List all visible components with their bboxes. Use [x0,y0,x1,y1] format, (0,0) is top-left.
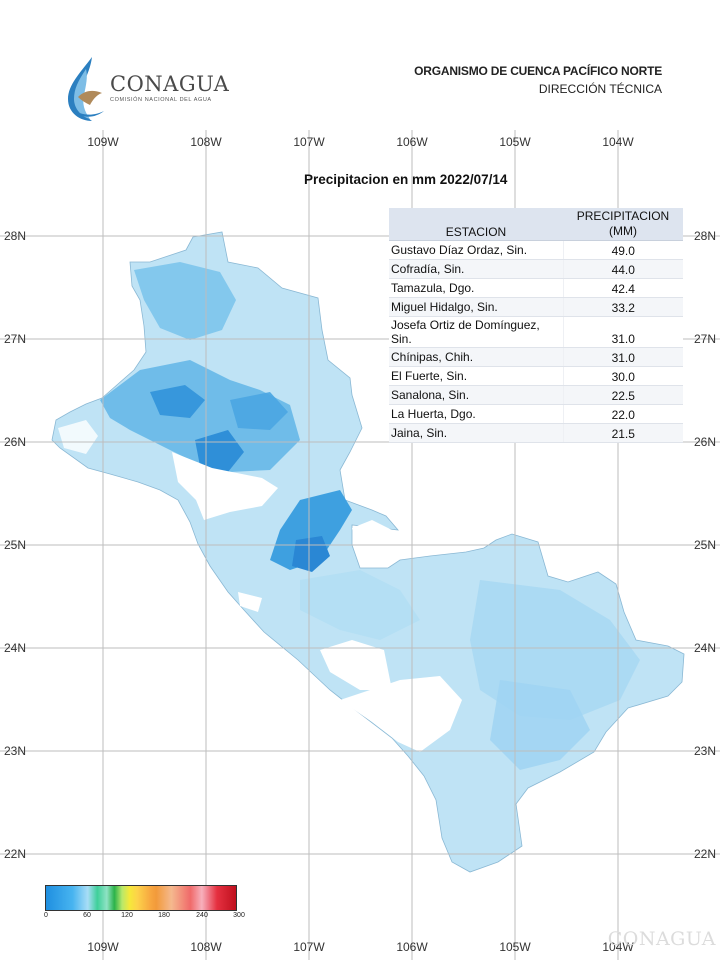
station-name: Tamazula, Dgo. [389,278,563,298]
station-table: ESTACION PRECIPITACION (MM) Gustavo Díaz… [389,208,683,443]
lat-label-left: 26N [4,435,26,449]
precipitation-colorbar [45,885,237,911]
lon-label-top: 105W [499,135,531,149]
station-value: 42.4 [562,278,683,298]
lon-label-bottom: 105W [499,940,531,954]
colorbar-tick: 60 [83,912,91,919]
lon-label-top: 108W [190,135,222,149]
station-value: 49.0 [562,240,683,260]
lat-label-left: 24N [4,641,26,655]
station-name: Sanalona, Sin. [389,385,563,405]
station-value: 44.0 [562,259,683,279]
lat-label-right: 26N [694,435,716,449]
colorbar-tick: 0 [44,912,48,919]
land-region [51,231,685,873]
lon-label-top: 109W [87,135,119,149]
station-name: Gustavo Díaz Ordaz, Sin. [389,240,563,260]
column-header-station: ESTACION [389,208,563,241]
column-header-precipitation: PRECIPITACION (MM) [563,208,683,241]
station-value: 31.0 [562,347,683,367]
watermark: CONAGUA [607,928,716,950]
table-row: El Fuerte, Sin. 30.0 [389,366,683,386]
lat-label-right: 28N [694,229,716,243]
lat-label-right: 25N [694,538,716,552]
map-area[interactable]: 109W 108W 107W 106W 105W 104W 109W 108W … [0,130,720,960]
lon-label-bottom: 109W [87,940,119,954]
table-row: Jaina, Sin. 21.5 [389,423,683,443]
lat-label-right: 27N [694,332,716,346]
lat-label-left: 22N [4,847,26,861]
table-row: Sanalona, Sin. 22.5 [389,385,683,405]
table-header-row: ESTACION PRECIPITACION (MM) [389,208,683,241]
colorbar-tick: 240 [196,912,208,919]
colorbar-tick: 300 [233,912,245,919]
station-name: Josefa Ortiz de Domínguez, Sin. [389,316,563,348]
station-value: 33.2 [562,297,683,317]
table-row: Cofradía, Sin. 44.0 [389,259,683,279]
lat-label-right: 22N [694,847,716,861]
lon-label-top: 106W [396,135,428,149]
lat-label-left: 23N [4,744,26,758]
header-precip-line2: (MM) [609,224,637,238]
station-name: El Fuerte, Sin. [389,366,563,386]
logo-subtitle: COMISIÓN NACIONAL DEL AGUA [110,97,212,103]
map-title: Precipitacion en mm 2022/07/14 [304,172,508,187]
table-row: Gustavo Díaz Ordaz, Sin. 49.0 [389,240,683,260]
lon-label-bottom: 104W [602,940,634,954]
table-row: La Huerta, Dgo. 22.0 [389,404,683,424]
lon-label-bottom: 108W [190,940,222,954]
table-row: Josefa Ortiz de Domínguez, Sin. 31.0 [389,316,683,348]
table-row: Miguel Hidalgo, Sin. 33.2 [389,297,683,317]
lat-label-left: 27N [4,332,26,346]
station-value: 31.0 [562,316,683,348]
station-name: Jaina, Sin. [389,423,563,443]
colorbar-tick: 180 [158,912,170,919]
station-name: La Huerta, Dgo. [389,404,563,424]
station-value: 21.5 [562,423,683,443]
colorbar-tick: 120 [121,912,133,919]
station-name: Chínipas, Chih. [389,347,563,367]
lat-label-left: 25N [4,538,26,552]
header-precip-line1: PRECIPITACION [576,209,670,223]
precipitation-map[interactable]: 109W 108W 107W 106W 105W 104W 109W 108W … [0,130,720,960]
lat-label-right: 24N [694,641,716,655]
lon-label-bottom: 107W [293,940,325,954]
lat-label-right: 23N [694,744,716,758]
table-row: Tamazula, Dgo. 42.4 [389,278,683,298]
conagua-logo: CONAGUA COMISIÓN NACIONAL DEL AGUA [62,55,232,125]
water-drop-icon [68,57,104,121]
table-row: Chínipas, Chih. 31.0 [389,347,683,367]
station-value: 22.5 [562,385,683,405]
lon-label-bottom: 106W [396,940,428,954]
department-title: DIRECCIÓN TÉCNICA [538,82,662,96]
header: CONAGUA COMISIÓN NACIONAL DEL AGUA ORGAN… [0,0,720,130]
lon-label-top: 107W [293,135,325,149]
station-value: 22.0 [562,404,683,424]
organization-title: ORGANISMO DE CUENCA PACÍFICO NORTE [414,64,662,78]
lon-label-top: 104W [602,135,634,149]
lat-label-left: 28N [4,229,26,243]
station-name: Miguel Hidalgo, Sin. [389,297,563,317]
logo-name: CONAGUA [110,72,230,96]
station-name: Cofradía, Sin. [389,259,563,279]
station-value: 30.0 [562,366,683,386]
